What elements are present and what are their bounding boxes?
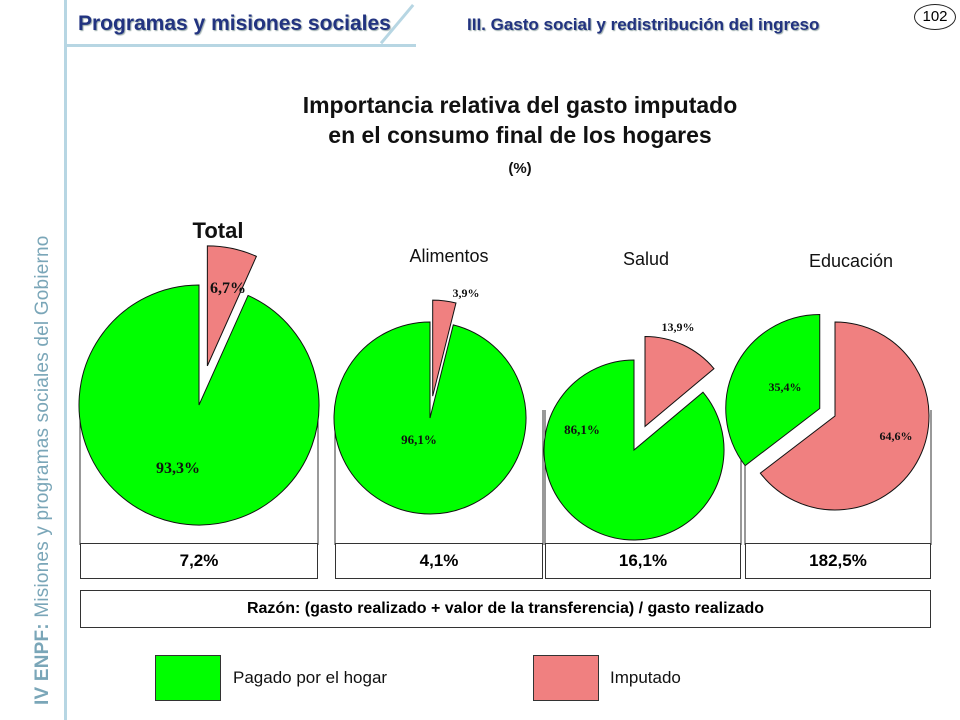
slice-label-imputed: 3,9% xyxy=(453,286,480,300)
sidebar-divider xyxy=(64,0,67,720)
ratio-value: 182,5% xyxy=(745,543,931,579)
slice-label-paid: 35,4% xyxy=(769,380,802,394)
pie-title: Salud xyxy=(623,249,669,269)
pie-title: Total xyxy=(193,218,244,243)
slice-label-imputed: 6,7% xyxy=(210,280,246,297)
pie-title: Alimentos xyxy=(409,246,488,266)
page-number-badge: 102 xyxy=(914,4,956,30)
ratio-value: 16,1% xyxy=(545,543,741,579)
pie-slice-paid xyxy=(543,359,725,541)
legend-swatch-imputed xyxy=(533,655,599,701)
section-title: Programas y misiones sociales xyxy=(78,12,391,35)
pie-slice-imputed xyxy=(759,321,930,511)
legend-label-paid: Pagado por el hogar xyxy=(233,668,388,687)
slice-label-imputed: 64,6% xyxy=(880,429,913,443)
slice-label-paid: 86,1% xyxy=(564,422,600,437)
chart-title-line2: en el consumo final de los hogares xyxy=(328,122,712,148)
pie-slice-imputed xyxy=(644,335,715,428)
slice-label-paid: 96,1% xyxy=(401,432,437,447)
chart-unit: (%) xyxy=(508,160,532,177)
ratio-value: 7,2% xyxy=(80,543,318,579)
legend-label-imputed: Imputado xyxy=(610,668,681,687)
slice-label-imputed: 13,9% xyxy=(662,320,695,334)
pie-slice-paid xyxy=(78,284,320,526)
slice-label-paid: 93,3% xyxy=(156,460,200,477)
subsection-title: III. Gasto social y redistribución del i… xyxy=(467,15,820,34)
pie-slice-imputed xyxy=(432,299,457,397)
pie-title: Educación xyxy=(809,251,893,271)
chart-title: Importancia relativa del gasto imputado … xyxy=(160,90,880,150)
pie-slice-paid xyxy=(725,313,821,467)
ratio-value: 4,1% xyxy=(335,543,543,579)
legend-swatch-paid xyxy=(155,655,221,701)
header-divider xyxy=(64,44,416,47)
pie-slice-imputed xyxy=(206,245,258,367)
pie-slice-paid xyxy=(333,321,527,515)
ratio-note: Razón: (gasto realizado + valor de la tr… xyxy=(80,590,931,628)
chart-title-line1: Importancia relativa del gasto imputado xyxy=(302,92,738,118)
